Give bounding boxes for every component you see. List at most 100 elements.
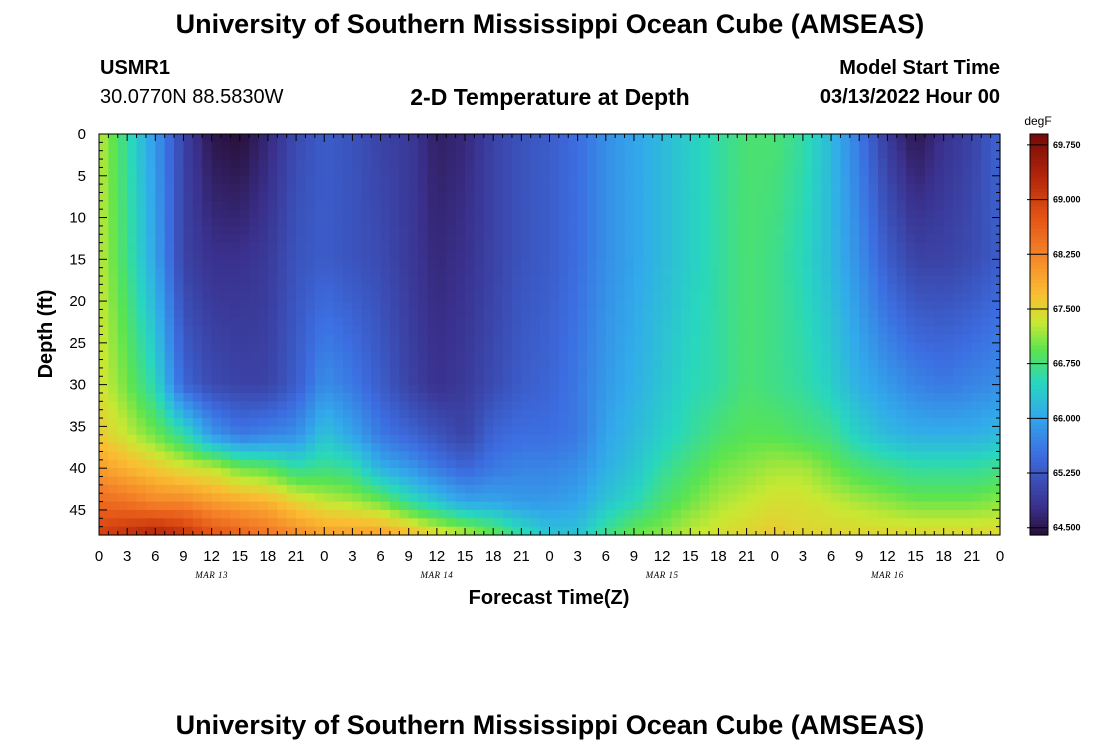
heatmap-cell <box>662 468 673 478</box>
heatmap-cell <box>155 259 166 269</box>
heatmap-cell <box>155 509 166 519</box>
heatmap-cell <box>418 493 429 503</box>
heatmap-cell <box>296 276 307 285</box>
heatmap-cell <box>249 234 260 244</box>
heatmap-cell <box>521 209 532 219</box>
heatmap-cell <box>680 359 691 369</box>
heatmap-cell <box>418 518 429 528</box>
heatmap-cell <box>174 301 185 311</box>
heatmap-cell <box>183 309 194 319</box>
heatmap-cell <box>605 476 616 486</box>
heatmap-cell <box>174 426 185 436</box>
heatmap-cell <box>587 326 598 336</box>
heatmap-cell <box>568 242 579 252</box>
heatmap-cell <box>174 217 185 227</box>
heatmap-cell <box>990 175 1001 185</box>
heatmap-cell <box>352 351 363 361</box>
heatmap-cell <box>587 367 598 377</box>
heatmap-cell <box>652 476 663 486</box>
heatmap-cell <box>465 342 476 352</box>
heatmap-cell <box>530 250 541 260</box>
heatmap-cell <box>868 192 879 202</box>
heatmap-cell <box>493 493 504 503</box>
heatmap-cell <box>296 284 307 294</box>
heatmap-cell <box>709 476 720 486</box>
heatmap-cell <box>455 459 466 469</box>
heatmap-cell <box>596 175 607 185</box>
heatmap-cell <box>784 501 795 511</box>
heatmap-cell <box>558 159 569 169</box>
heatmap-cell <box>267 484 278 494</box>
heatmap-cell <box>549 234 560 244</box>
heatmap-cell <box>117 418 128 427</box>
heatmap-cell <box>840 175 851 185</box>
heatmap-cell <box>990 292 1001 302</box>
heatmap-cell <box>277 259 288 269</box>
heatmap-cell <box>324 376 335 386</box>
heatmap-cell <box>746 242 757 252</box>
heatmap-cell <box>840 209 851 219</box>
heatmap-cell <box>981 359 992 369</box>
heatmap-cell <box>249 334 260 344</box>
heatmap-cell <box>953 484 964 494</box>
heatmap-cell <box>680 192 691 202</box>
heatmap-cell <box>427 459 438 469</box>
heatmap-cell <box>643 434 654 444</box>
heatmap-cell <box>352 326 363 336</box>
heatmap-cell <box>343 459 354 469</box>
heatmap-cell <box>117 459 128 469</box>
heatmap-cell <box>605 276 616 285</box>
heatmap-cell <box>765 401 776 411</box>
heatmap-cell <box>662 167 673 177</box>
heatmap-cell <box>568 184 579 194</box>
heatmap-cell <box>755 175 766 185</box>
heatmap-cell <box>371 200 382 210</box>
heatmap-cell <box>953 250 964 260</box>
heatmap-cell <box>953 292 964 302</box>
heatmap-cell <box>765 267 776 277</box>
heatmap-cell <box>662 459 673 469</box>
heatmap-cell <box>774 418 785 427</box>
heatmap-cell <box>558 292 569 302</box>
heatmap-cell <box>896 217 907 227</box>
heatmap-cell <box>455 234 466 244</box>
heatmap-cell <box>971 292 982 302</box>
heatmap-cell <box>296 351 307 361</box>
heatmap-cell <box>821 443 832 453</box>
heatmap-cell <box>765 434 776 444</box>
heatmap-cell <box>258 284 269 294</box>
heatmap-cell <box>943 526 954 536</box>
heatmap-cell <box>680 342 691 352</box>
heatmap-cell <box>343 142 354 152</box>
heatmap-cell <box>465 309 476 319</box>
heatmap-cell <box>868 150 879 160</box>
heatmap-cell <box>821 476 832 486</box>
heatmap-cell <box>446 493 457 503</box>
heatmap-cell <box>671 518 682 528</box>
heatmap-cell <box>577 367 588 377</box>
heatmap-cell <box>943 342 954 352</box>
heatmap-cell <box>615 225 626 235</box>
heatmap-cell <box>493 468 504 478</box>
heatmap-cell <box>793 443 804 453</box>
heatmap-cell <box>887 134 898 143</box>
heatmap-cell <box>633 342 644 352</box>
heatmap-cell <box>314 418 325 427</box>
heatmap-cell <box>418 392 429 402</box>
heatmap-cell <box>296 518 307 528</box>
heatmap-cell <box>511 267 522 277</box>
heatmap-cell <box>568 267 579 277</box>
heatmap-cell <box>849 401 860 411</box>
heatmap-cell <box>605 159 616 169</box>
heatmap-cell <box>117 142 128 152</box>
heatmap-cell <box>277 250 288 260</box>
heatmap-cell <box>511 526 522 536</box>
heatmap-cell <box>192 159 203 169</box>
heatmap-cell <box>136 476 147 486</box>
heatmap-cell <box>211 459 222 469</box>
heatmap-cell <box>699 259 710 269</box>
heatmap-cell <box>258 392 269 402</box>
heatmap-cell <box>221 209 231 219</box>
heatmap-cell <box>924 476 935 486</box>
heatmap-cell <box>399 301 410 311</box>
